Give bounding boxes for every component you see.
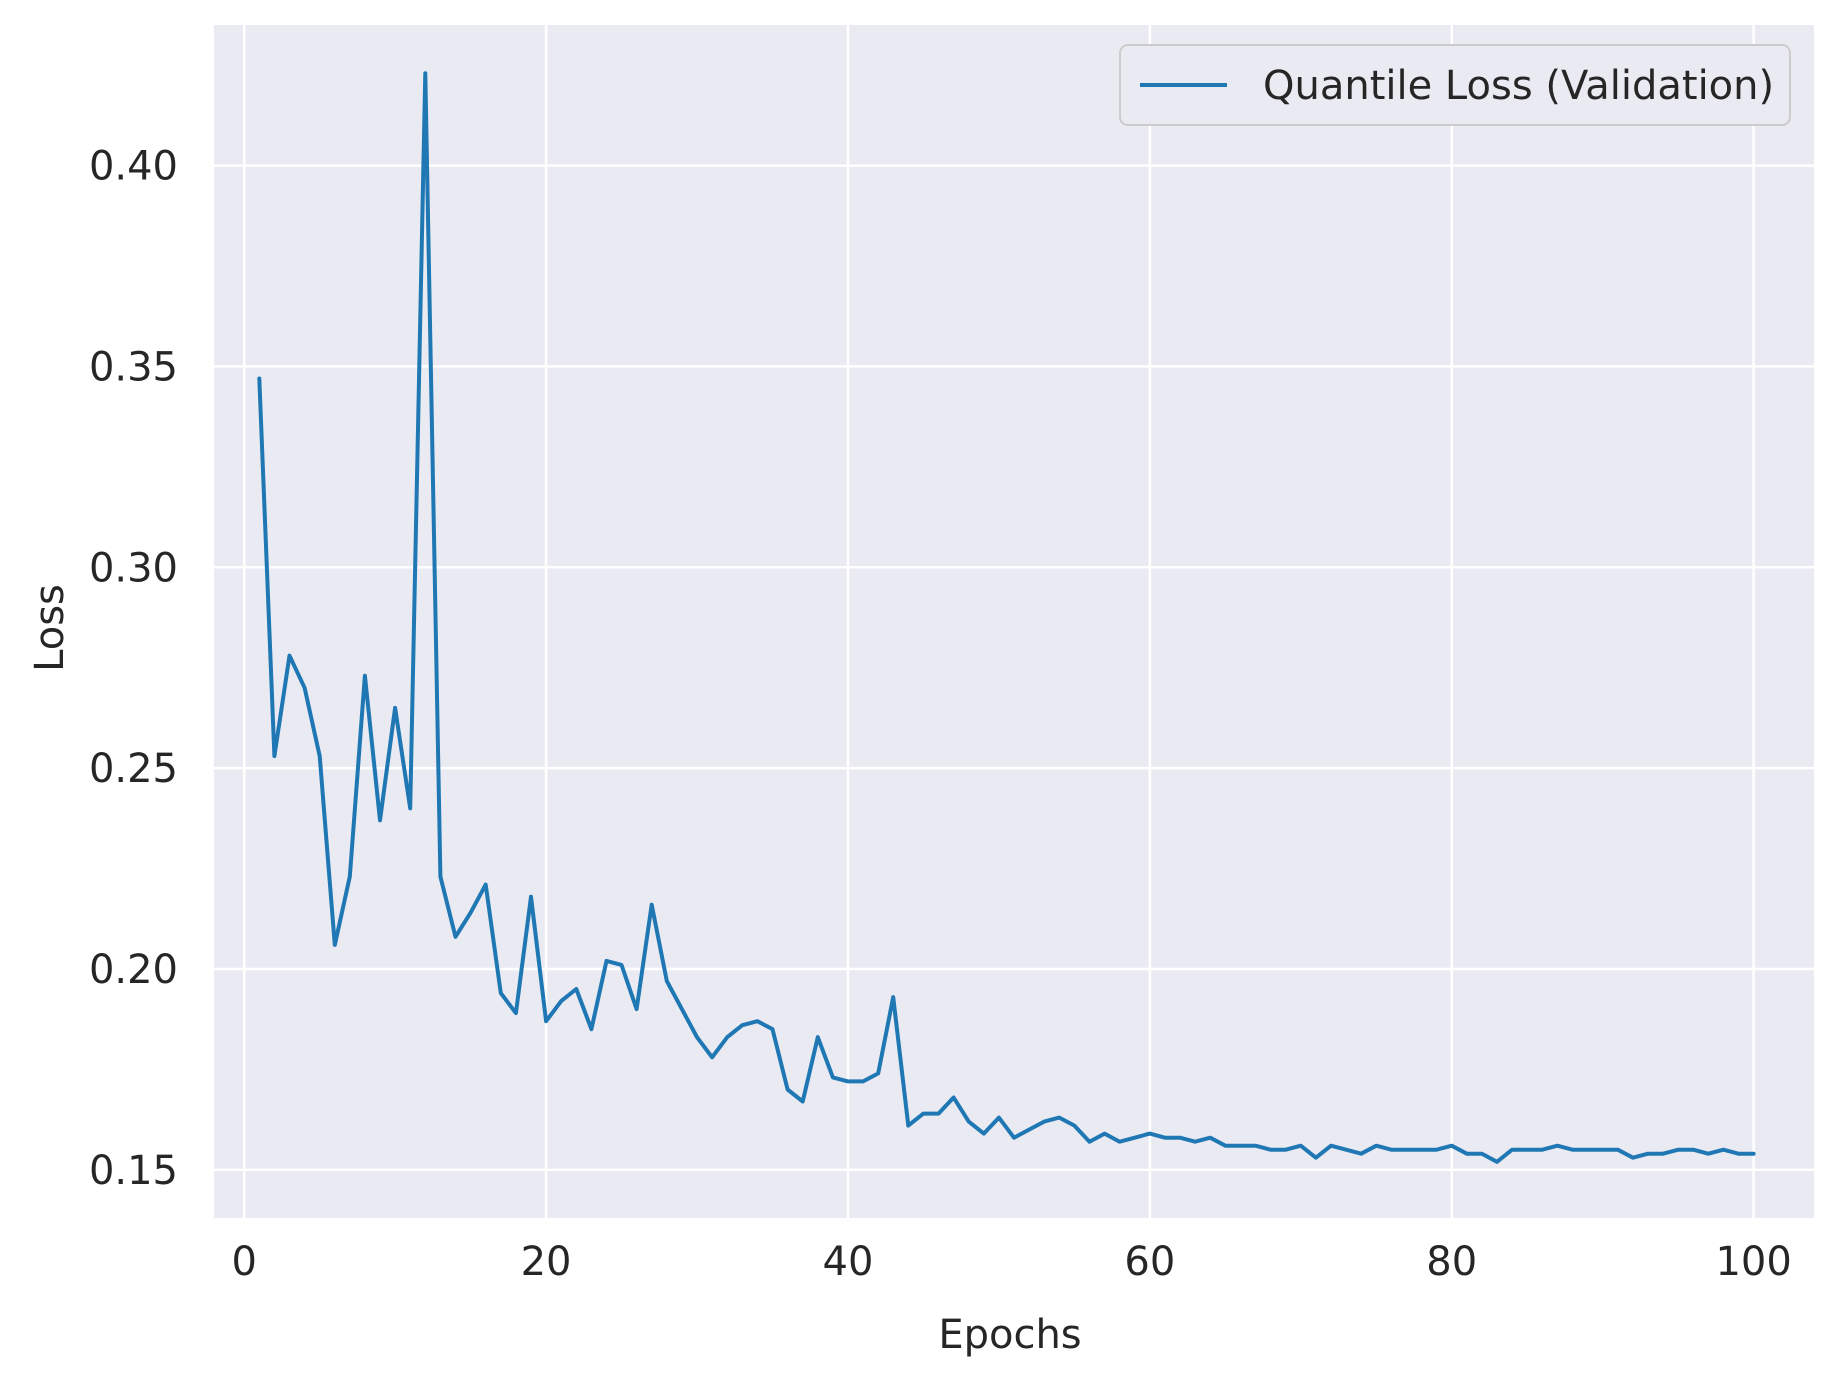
y-tick-label: 0.25 — [89, 746, 178, 792]
y-tick-label: 0.20 — [89, 947, 178, 993]
legend: Quantile Loss (Validation) — [1119, 44, 1791, 126]
y-tick-label: 0.35 — [89, 344, 178, 390]
y-tick-label: 0.40 — [89, 144, 178, 190]
series-layer — [257, 71, 1756, 1164]
x-tick-label: 20 — [521, 1239, 572, 1285]
y-axis-title: Loss — [27, 584, 73, 672]
x-tick-label: 0 — [231, 1239, 256, 1285]
legend-box — [1119, 44, 1791, 126]
y-tick-label: 0.30 — [89, 545, 178, 591]
x-tick-label: 100 — [1715, 1239, 1791, 1285]
plot-area-background — [214, 25, 1814, 1218]
series-line — [257, 71, 1756, 1164]
y-tick-labels: 0.15 0.20 0.25 0.30 0.35 0.40 — [89, 144, 178, 1194]
x-tick-label: 60 — [1124, 1239, 1175, 1285]
y-tick-label: 0.15 — [89, 1148, 178, 1194]
grid-lines — [214, 25, 1814, 1218]
x-tick-labels: 0 20 40 60 80 100 — [231, 1239, 1791, 1285]
x-axis-title: Epochs — [938, 1312, 1081, 1358]
x-tick-label: 80 — [1426, 1239, 1477, 1285]
x-tick-label: 40 — [823, 1239, 874, 1285]
legend-label: Quantile Loss (Validation) — [1263, 63, 1774, 109]
